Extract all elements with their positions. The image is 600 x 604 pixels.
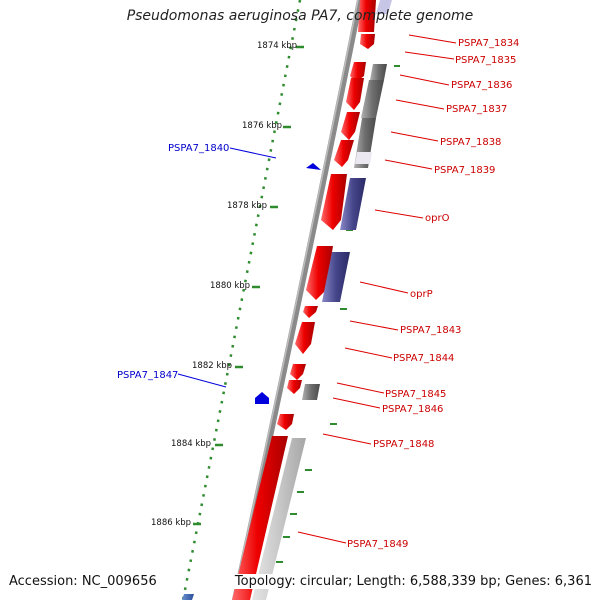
callout-lines-left [177, 147, 277, 388]
genome-summary-text: Topology: circular; Length: 6,588,339 bp… [230, 574, 592, 589]
scale-label-1880: 1880 kbp [210, 281, 250, 291]
gene-label-pspa7-1847[interactable]: PSPA7_1847 [117, 370, 178, 381]
callout-line [229, 147, 277, 159]
gene-label-opro[interactable]: oprO [425, 213, 450, 224]
gene-feature-opro-purple[interactable] [340, 178, 366, 230]
callout-lines-right [297, 34, 457, 544]
gene-label-oprp[interactable]: oprP [410, 289, 433, 300]
gene-feature-light[interactable] [355, 152, 372, 164]
callout-line [399, 74, 450, 86]
scale-ticks [193, 45, 304, 526]
gene-label-pspa7-1846[interactable]: PSPA7_1846 [382, 404, 443, 415]
callout-line [344, 347, 393, 359]
scale-label-1884: 1884 kbp [171, 439, 211, 449]
gene-label-pspa7-1843[interactable]: PSPA7_1843 [400, 325, 461, 336]
gene-label-pspa7-1848[interactable]: PSPA7_1848 [373, 439, 434, 450]
gene-label-pspa7-1839[interactable]: PSPA7_1839 [434, 165, 495, 176]
callout-line [404, 51, 455, 60]
gene-feature-pspa7-1847[interactable] [255, 392, 269, 404]
gene-feature-light-gray[interactable] [252, 438, 306, 600]
gene-feature-pspa7-1839[interactable] [334, 140, 354, 167]
callout-line [336, 382, 385, 394]
scale-label-1882: 1882 kbp [192, 361, 232, 371]
scale-label-1874: 1874 kbp [257, 41, 297, 51]
scale-label-1876: 1876 kbp [242, 121, 282, 131]
gene-feature-pspa7-1843[interactable] [303, 306, 318, 318]
gene-feature-blue[interactable] [182, 594, 194, 600]
gene-feature-pspa7-1834[interactable] [360, 34, 375, 49]
gene-feature-gray[interactable] [370, 64, 387, 80]
gene-label-pspa7-1849[interactable]: PSPA7_1849 [347, 539, 408, 550]
callout-line [359, 281, 409, 294]
gene-label-pspa7-1845[interactable]: PSPA7_1845 [385, 389, 446, 400]
callout-line [384, 159, 433, 170]
gene-feature[interactable] [376, 0, 392, 14]
gene-feature[interactable] [358, 0, 376, 32]
callout-line [297, 531, 347, 544]
gene-feature-pspa7-1838[interactable] [341, 112, 360, 140]
gene-label-pspa7-1844[interactable]: PSPA7_1844 [393, 353, 454, 364]
gene-feature-pspa7-1849[interactable] [232, 436, 288, 600]
callout-line [408, 34, 457, 44]
gene-feature-pspa7-1846[interactable] [302, 384, 320, 400]
callout-line [177, 373, 227, 388]
gene-feature-pspa7-1845[interactable] [290, 364, 306, 380]
gene-feature-gray[interactable] [361, 80, 384, 118]
gene-feature-pspa7-1844[interactable] [295, 322, 315, 354]
scale-label-1886: 1886 kbp [151, 518, 191, 528]
scale-label-1878: 1878 kbp [227, 201, 267, 211]
map-title: Pseudomonas aeruginosa PA7, complete gen… [126, 8, 474, 24]
gene-label-pspa7-1837[interactable]: PSPA7_1837 [446, 104, 507, 115]
gene-feature-pspa7-1848[interactable] [277, 414, 294, 430]
callout-line [349, 320, 399, 331]
callout-line [322, 433, 372, 445]
callout-line [332, 397, 381, 409]
gene-feature-pspa7-1836[interactable] [350, 62, 366, 82]
gene-label-pspa7-1840[interactable]: PSPA7_1840 [168, 143, 229, 154]
gene-label-pspa7-1835[interactable]: PSPA7_1835 [455, 55, 516, 66]
callout-line [374, 209, 424, 219]
gene-label-pspa7-1834[interactable]: PSPA7_1834 [458, 38, 519, 49]
genome-backbone-highlight [232, 0, 359, 601]
gene-label-pspa7-1836[interactable]: PSPA7_1836 [451, 80, 512, 91]
gene-feature-pspa7-1845b[interactable] [287, 380, 302, 394]
accession-text: Accession: NC_009656 [9, 574, 157, 589]
callout-line [390, 131, 439, 142]
scale-dotted-arc [181, 0, 302, 601]
gene-feature-opro[interactable] [321, 174, 347, 230]
gene-label-pspa7-1838[interactable]: PSPA7_1838 [440, 137, 501, 148]
gene-feature-oprp-purple[interactable] [322, 252, 350, 302]
gene-feature-pspa7-1837[interactable] [346, 78, 364, 110]
gene-feature-pspa7-1840[interactable] [306, 163, 321, 170]
callout-line [395, 99, 445, 110]
